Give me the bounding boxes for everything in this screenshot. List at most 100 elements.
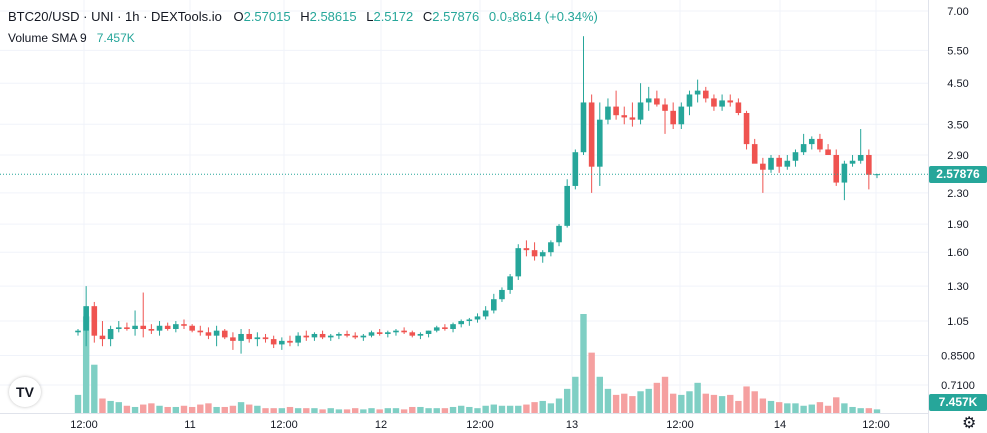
candle[interactable] [637, 83, 644, 125]
candle[interactable] [849, 155, 856, 167]
candle[interactable] [336, 332, 342, 340]
candle[interactable] [148, 324, 155, 334]
candle[interactable] [711, 94, 717, 111]
candle[interactable] [433, 325, 440, 333]
candle[interactable] [678, 102, 685, 130]
candle[interactable] [474, 313, 481, 323]
candle[interactable] [352, 332, 359, 340]
candle[interactable] [515, 244, 522, 280]
candle[interactable] [205, 327, 212, 340]
candle[interactable] [727, 94, 734, 107]
candle[interactable] [670, 102, 676, 130]
candle[interactable] [368, 330, 375, 338]
candle[interactable] [588, 94, 595, 193]
candle[interactable] [270, 335, 277, 349]
candle[interactable] [450, 322, 456, 333]
candle[interactable] [531, 242, 538, 261]
candle[interactable] [825, 144, 831, 156]
candle[interactable] [743, 110, 750, 150]
candle[interactable] [319, 330, 326, 340]
candle[interactable] [686, 90, 693, 116]
candle[interactable] [702, 86, 709, 103]
candle[interactable] [287, 335, 293, 347]
candle[interactable] [91, 301, 98, 343]
candle[interactable] [629, 102, 636, 127]
candle[interactable] [482, 306, 489, 320]
candle[interactable] [425, 330, 432, 338]
candle[interactable] [303, 330, 310, 341]
candle[interactable] [784, 155, 791, 170]
candle[interactable] [694, 79, 701, 103]
candle[interactable] [107, 325, 114, 347]
candle[interactable] [605, 98, 611, 125]
candle[interactable] [189, 324, 195, 333]
candle[interactable] [376, 329, 383, 336]
candle[interactable] [760, 157, 766, 193]
candle[interactable] [115, 321, 122, 333]
candle[interactable] [556, 224, 562, 247]
candle[interactable] [539, 250, 546, 263]
candle[interactable] [719, 94, 725, 111]
candle[interactable] [360, 333, 367, 341]
candle[interactable] [572, 149, 579, 190]
candle[interactable] [735, 98, 742, 116]
candle[interactable] [808, 136, 815, 150]
candle[interactable] [654, 90, 660, 107]
candle[interactable] [173, 321, 179, 333]
candle[interactable] [344, 330, 350, 338]
candle[interactable] [393, 329, 399, 336]
gear-icon[interactable]: ⚙ [962, 415, 977, 432]
candle[interactable] [417, 332, 424, 340]
candle[interactable] [866, 149, 872, 190]
candle[interactable] [295, 332, 301, 347]
candle[interactable] [83, 286, 89, 347]
candle[interactable] [401, 327, 407, 334]
candle[interactable] [613, 90, 619, 120]
candle[interactable] [140, 292, 147, 338]
tradingview-logo[interactable]: TV [9, 377, 41, 407]
candle[interactable] [458, 319, 464, 328]
candle[interactable] [466, 317, 473, 326]
candle[interactable] [197, 325, 204, 336]
candle[interactable] [596, 102, 603, 186]
candle[interactable] [99, 321, 106, 347]
candle[interactable] [327, 333, 334, 341]
candle[interactable] [124, 322, 130, 331]
candle[interactable] [857, 129, 864, 164]
candle[interactable] [841, 160, 848, 201]
candle[interactable] [262, 333, 269, 343]
candle[interactable] [164, 322, 171, 331]
candle[interactable] [279, 337, 285, 350]
candle[interactable] [311, 332, 318, 341]
candle[interactable] [768, 155, 774, 173]
candle[interactable] [156, 321, 163, 336]
candle[interactable] [442, 324, 448, 331]
candle[interactable] [491, 293, 497, 314]
candle[interactable] [776, 155, 782, 173]
candle[interactable] [385, 330, 391, 338]
candle[interactable] [833, 149, 840, 186]
candle[interactable] [645, 86, 652, 111]
candle[interactable] [800, 133, 807, 156]
candle[interactable] [254, 332, 261, 347]
candle[interactable] [621, 106, 628, 125]
candle[interactable] [662, 98, 668, 134]
candle[interactable] [507, 274, 513, 294]
candle[interactable] [75, 329, 81, 336]
candle[interactable] [246, 329, 253, 343]
candle[interactable] [792, 149, 799, 167]
candle[interactable] [523, 240, 530, 257]
candle[interactable] [580, 36, 587, 156]
candle[interactable] [238, 329, 244, 354]
candle[interactable] [817, 133, 823, 153]
candle[interactable] [213, 325, 220, 347]
candle[interactable] [230, 332, 236, 350]
candle[interactable] [499, 287, 505, 302]
candle[interactable] [132, 310, 138, 336]
candle[interactable] [409, 330, 416, 338]
candle[interactable] [548, 240, 554, 257]
candle[interactable] [181, 319, 187, 329]
candle[interactable] [751, 138, 758, 164]
candle[interactable] [564, 179, 570, 228]
